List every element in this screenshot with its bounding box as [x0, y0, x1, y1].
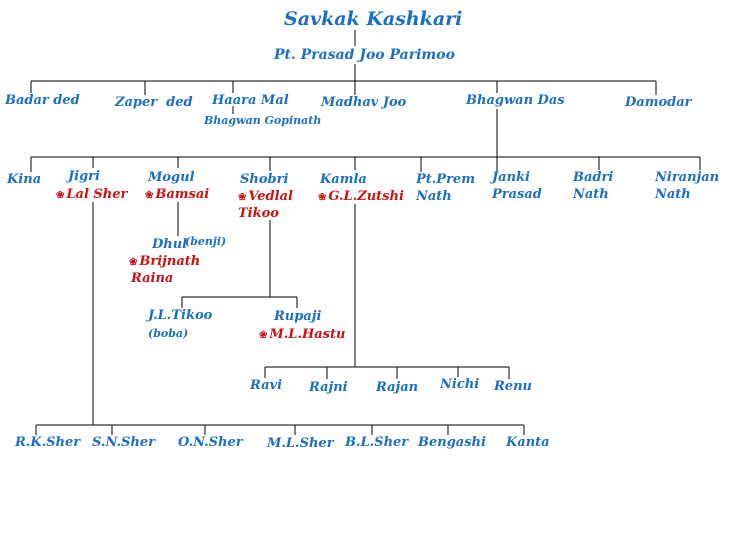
kamla: Kamla	[320, 172, 367, 187]
kamla-spouse-gl-zutshi: G.L.Zutshi	[318, 189, 404, 206]
haara-mal-note: Bhagwan Gopinath	[204, 114, 322, 127]
janki-prasad-line2: Prasad	[492, 187, 542, 202]
kamla-child-ravi: Ravi	[250, 378, 283, 393]
kamla-child-renu: Renu	[494, 379, 532, 394]
kamla-child-nichi: Nichi	[440, 377, 480, 392]
zaper-ded: Zaper ded	[115, 95, 193, 110]
jigri-child-sn-sher: S.N.Sher	[92, 435, 155, 450]
jigri-child-rk-sher: R.K.Sher	[15, 435, 81, 450]
mogul: Mogul	[148, 170, 195, 185]
kamla-child-rajni: Rajni	[309, 380, 348, 395]
damodar: Damodar	[625, 95, 692, 110]
prem-nath-line2: Nath	[416, 189, 452, 204]
jl-tikoo-note: (boba)	[148, 327, 189, 340]
jigri: Jigri	[68, 169, 100, 184]
rupaji: Rupaji	[274, 309, 322, 324]
jl-tikoo: J.L.Tikoo	[148, 308, 213, 323]
haara-mal: Haara Mal	[212, 93, 289, 108]
shobri-spouse-vedlal: Vedlal	[238, 189, 293, 206]
jigri-child-on-sher: O.N.Sher	[178, 435, 243, 450]
mogul-spouse-bamsai: Bamsai	[145, 187, 209, 204]
jigri-child-ml-sher: M.L.Sher	[267, 436, 334, 451]
dhul-spouse-raina: Raina	[131, 271, 174, 286]
badri-nath-line2: Nath	[573, 187, 609, 202]
gen1-name: Pt. Prasad Joo Parimoo	[274, 47, 455, 63]
jigri-child-kanta: Kanta	[506, 435, 550, 450]
madhav-joo: Madhav Joo	[321, 95, 407, 110]
shobri-spouse-tikoo: Tikoo	[238, 206, 279, 221]
jigri-spouse-lal-sher: Lal Sher	[56, 187, 127, 204]
niranjan-nath-line2: Nath	[655, 187, 691, 202]
kina: Kina	[7, 172, 42, 187]
jigri-child-bl-sher: B.L.Sher	[345, 435, 409, 450]
janki-prasad-line1: Janki	[492, 170, 530, 185]
dhul-note: (benji)	[185, 235, 227, 248]
shobri: Shobri	[240, 172, 289, 187]
jigri-child-bengashi: Bengashi	[418, 435, 486, 450]
badri-nath-line1: Badri	[573, 170, 614, 185]
prem-nath-line1: Pt.Prem	[416, 172, 475, 187]
badar-ded: Badar ded	[5, 93, 80, 108]
dhul-spouse-brijnath: Brijnath	[129, 254, 200, 271]
niranjan-nath-line1: Niranjan	[655, 170, 720, 185]
bhagwan-das: Bhagwan Das	[466, 93, 565, 108]
root-ancestor-name: Savkak Kashkari	[284, 8, 463, 30]
kamla-child-rajan: Rajan	[376, 380, 419, 395]
rupaji-spouse-ml-hastu: M.L.Hastu	[259, 327, 345, 344]
dhul: Dhul	[152, 237, 188, 252]
